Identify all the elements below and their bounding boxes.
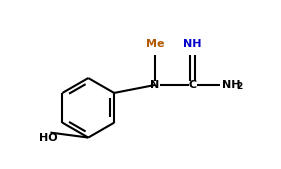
Text: NH: NH	[183, 39, 202, 49]
Text: Me: Me	[146, 39, 164, 49]
Text: 2: 2	[237, 82, 243, 91]
Text: HO: HO	[38, 132, 57, 143]
Text: NH: NH	[222, 80, 240, 90]
Text: C: C	[189, 80, 197, 90]
Text: N: N	[150, 80, 160, 90]
